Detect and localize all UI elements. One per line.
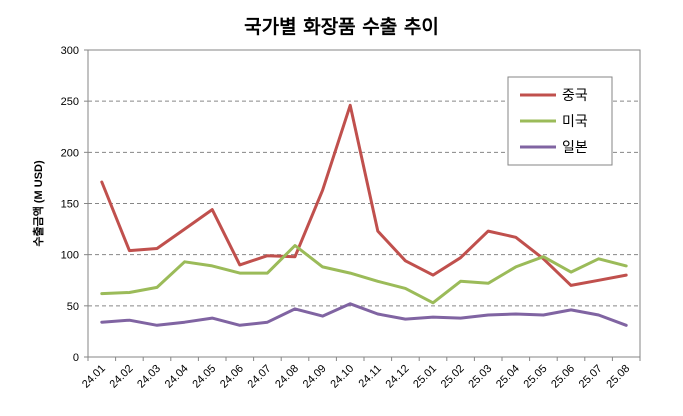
x-tick-label: 25.04 xyxy=(494,363,522,391)
legend-label: 일본 xyxy=(562,139,588,155)
x-tick-label: 24.07 xyxy=(246,363,274,391)
y-tick-label: 250 xyxy=(61,96,79,108)
x-tick-label: 24.08 xyxy=(273,363,301,391)
legend-label: 중국 xyxy=(562,87,588,103)
x-tick-label: 24.01 xyxy=(80,363,108,391)
x-tick-label: 24.12 xyxy=(384,363,412,391)
chart-title: 국가별 화장품 수출 추이 xyxy=(244,16,439,38)
x-tick-label: 24.06 xyxy=(218,363,246,391)
series-line-일본 xyxy=(100,302,628,327)
series-line-미국 xyxy=(100,244,628,305)
x-tick-label: 24.09 xyxy=(301,363,329,391)
x-tick-label: 25.06 xyxy=(549,363,577,391)
y-tick-label: 100 xyxy=(61,250,79,262)
y-tick-label: 0 xyxy=(73,352,79,364)
x-tick-label: 24.11 xyxy=(357,363,384,390)
x-tick-label: 25.05 xyxy=(522,363,550,391)
x-tick-label: 24.10 xyxy=(328,363,356,391)
x-tick-label: 25.07 xyxy=(577,363,605,391)
y-tick-label: 200 xyxy=(61,147,79,159)
x-tick-label: 25.08 xyxy=(604,363,632,391)
y-tick-label: 150 xyxy=(61,199,79,211)
x-tick-label: 25.03 xyxy=(466,363,494,391)
x-tick-label: 24.02 xyxy=(108,363,136,391)
y-tick-label: 300 xyxy=(61,45,79,57)
y-axis-label: 수출금액 (M USD) xyxy=(31,160,45,247)
x-tick-label: 25.02 xyxy=(439,363,467,391)
x-tick-label: 24.03 xyxy=(135,363,163,391)
y-tick-label: 50 xyxy=(67,301,79,313)
x-tick-label: 25.01 xyxy=(411,363,439,391)
series-line-중국 xyxy=(100,103,628,287)
legend-box xyxy=(507,76,613,166)
x-tick-label: 24.05 xyxy=(190,363,218,391)
x-tick-label: 24.04 xyxy=(163,363,191,391)
legend-label: 미국 xyxy=(562,113,588,129)
